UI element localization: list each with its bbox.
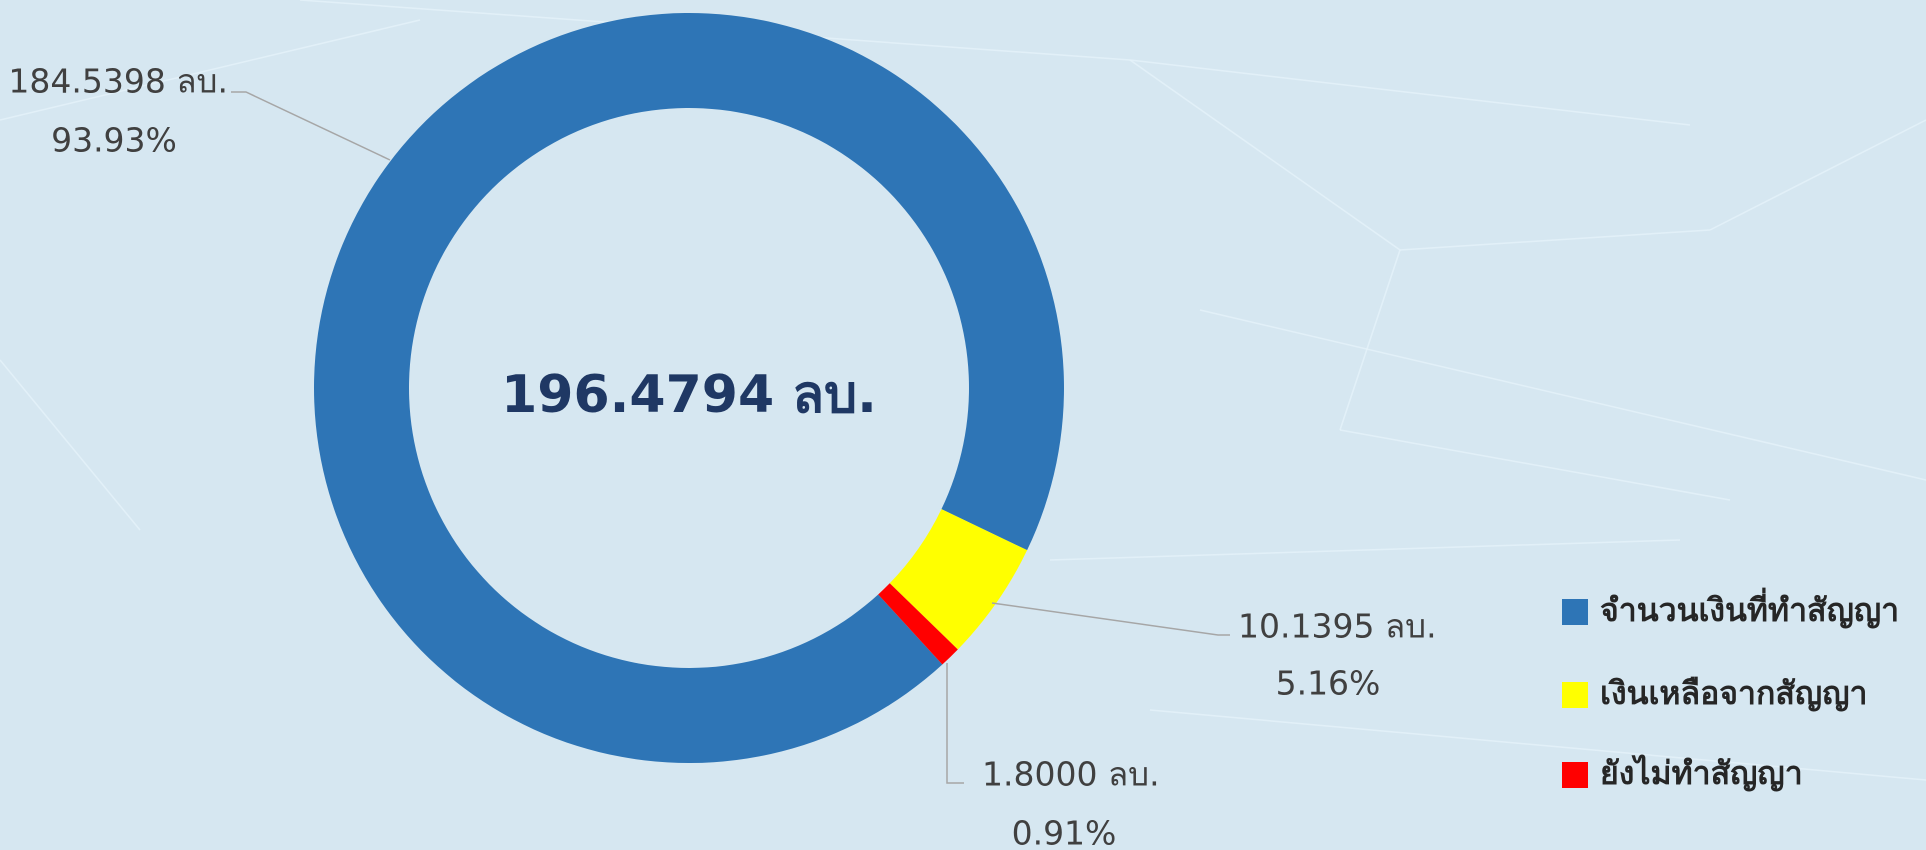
percent-label: 93.93% <box>51 121 177 160</box>
donut-segment <box>889 509 1028 650</box>
legend-swatch <box>1562 762 1588 788</box>
legend-label: เงินเหลือจากสัญญา <box>1600 674 1867 712</box>
legend-label: ยังไม่ทำสัญญา <box>1600 754 1803 792</box>
legend-label: จำนวนเงินที่ทำสัญญา <box>1600 587 1899 629</box>
percent-label: 5.16% <box>1276 664 1381 703</box>
leader-line <box>991 602 1230 636</box>
legend-swatch <box>1562 682 1588 708</box>
legend-swatch <box>1562 599 1588 625</box>
value-label: 10.1395 ลบ. <box>1238 607 1437 646</box>
center-label: 196.4794 ลบ. <box>501 365 877 425</box>
donut-segment <box>878 583 958 665</box>
value-label: 184.5398 ลบ. <box>8 62 228 101</box>
leader-line <box>231 91 391 161</box>
background-network <box>0 0 1926 781</box>
leader-line <box>946 663 964 784</box>
percent-label: 0.91% <box>1012 814 1117 850</box>
value-label: 1.8000 ลบ. <box>982 755 1160 794</box>
